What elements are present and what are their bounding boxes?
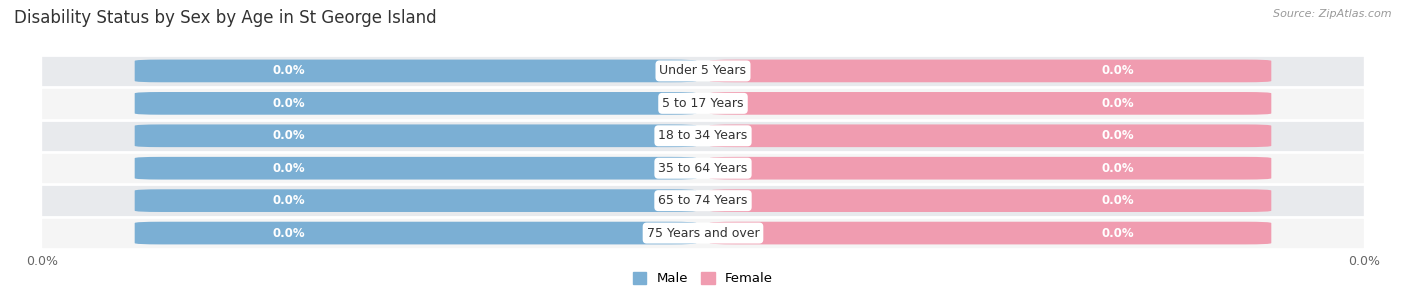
FancyBboxPatch shape <box>42 185 1364 217</box>
FancyBboxPatch shape <box>135 222 696 244</box>
FancyBboxPatch shape <box>42 55 1364 87</box>
FancyBboxPatch shape <box>135 60 696 82</box>
FancyBboxPatch shape <box>710 92 1271 115</box>
Text: 0.0%: 0.0% <box>271 97 305 110</box>
Text: 5 to 17 Years: 5 to 17 Years <box>662 97 744 110</box>
Text: Source: ZipAtlas.com: Source: ZipAtlas.com <box>1274 9 1392 19</box>
Text: 35 to 64 Years: 35 to 64 Years <box>658 162 748 175</box>
Text: 0.0%: 0.0% <box>1101 194 1135 207</box>
FancyBboxPatch shape <box>42 217 1364 249</box>
Text: 0.0%: 0.0% <box>271 194 305 207</box>
Text: 75 Years and over: 75 Years and over <box>647 226 759 240</box>
FancyBboxPatch shape <box>710 60 1271 82</box>
Text: 0.0%: 0.0% <box>1101 97 1135 110</box>
FancyBboxPatch shape <box>42 87 1364 119</box>
Text: 18 to 34 Years: 18 to 34 Years <box>658 129 748 142</box>
Text: 0.0%: 0.0% <box>271 162 305 175</box>
Text: 0.0%: 0.0% <box>1101 162 1135 175</box>
Legend: Male, Female: Male, Female <box>633 272 773 285</box>
FancyBboxPatch shape <box>710 157 1271 180</box>
Text: 0.0%: 0.0% <box>271 64 305 78</box>
Text: 65 to 74 Years: 65 to 74 Years <box>658 194 748 207</box>
FancyBboxPatch shape <box>42 152 1364 185</box>
FancyBboxPatch shape <box>135 124 696 147</box>
Text: 0.0%: 0.0% <box>271 226 305 240</box>
FancyBboxPatch shape <box>135 157 696 180</box>
Text: Under 5 Years: Under 5 Years <box>659 64 747 78</box>
FancyBboxPatch shape <box>135 92 696 115</box>
Text: 0.0%: 0.0% <box>1101 129 1135 142</box>
FancyBboxPatch shape <box>710 124 1271 147</box>
FancyBboxPatch shape <box>710 222 1271 244</box>
Text: 0.0%: 0.0% <box>1101 226 1135 240</box>
Text: 0.0%: 0.0% <box>1101 64 1135 78</box>
Text: Disability Status by Sex by Age in St George Island: Disability Status by Sex by Age in St Ge… <box>14 9 437 27</box>
Text: 0.0%: 0.0% <box>271 129 305 142</box>
FancyBboxPatch shape <box>135 189 696 212</box>
FancyBboxPatch shape <box>710 189 1271 212</box>
FancyBboxPatch shape <box>42 119 1364 152</box>
